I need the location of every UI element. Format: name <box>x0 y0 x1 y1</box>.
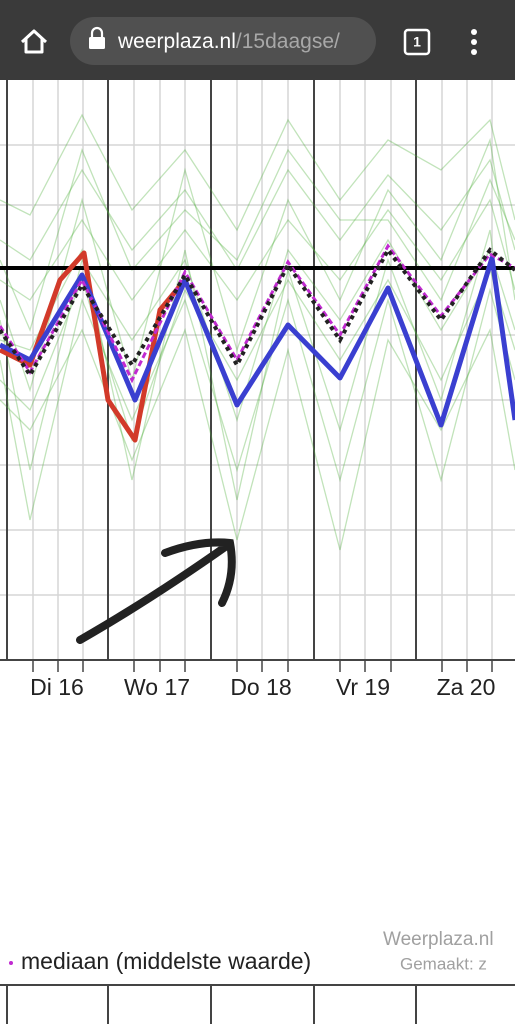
x-ticks <box>32 660 493 672</box>
day-label: Wo 17 <box>124 674 190 700</box>
grid <box>0 80 515 660</box>
annotation-arrow <box>76 538 236 644</box>
home-button[interactable] <box>20 29 48 54</box>
day-label: Do 18 <box>230 674 291 700</box>
lock-shackle <box>90 26 104 37</box>
url-text: weerplaza.nl/15daagse/ <box>117 30 340 53</box>
url-bar[interactable] <box>70 17 376 65</box>
menu-button[interactable] <box>471 29 477 55</box>
legend-label: mediaan (middelste waarde) <box>21 948 311 974</box>
lock-icon <box>89 37 105 49</box>
watermark-site: Weerplaza.nl <box>383 929 494 950</box>
next-chart-grid <box>6 985 417 1024</box>
blue-line <box>0 255 515 428</box>
watermark-created: Gemaakt: z <box>400 954 487 973</box>
url-path: /15daagse/ <box>236 30 340 53</box>
day-label: Vr 19 <box>336 674 390 700</box>
tab-count: 1 <box>413 34 421 50</box>
legend-marker <box>9 961 13 965</box>
tab-switcher[interactable] <box>403 28 431 56</box>
day-label: Za 20 <box>437 674 496 700</box>
url-domain: weerplaza.nl <box>117 30 236 53</box>
day-label: Di 16 <box>30 674 84 700</box>
ensemble-lines <box>0 113 515 551</box>
